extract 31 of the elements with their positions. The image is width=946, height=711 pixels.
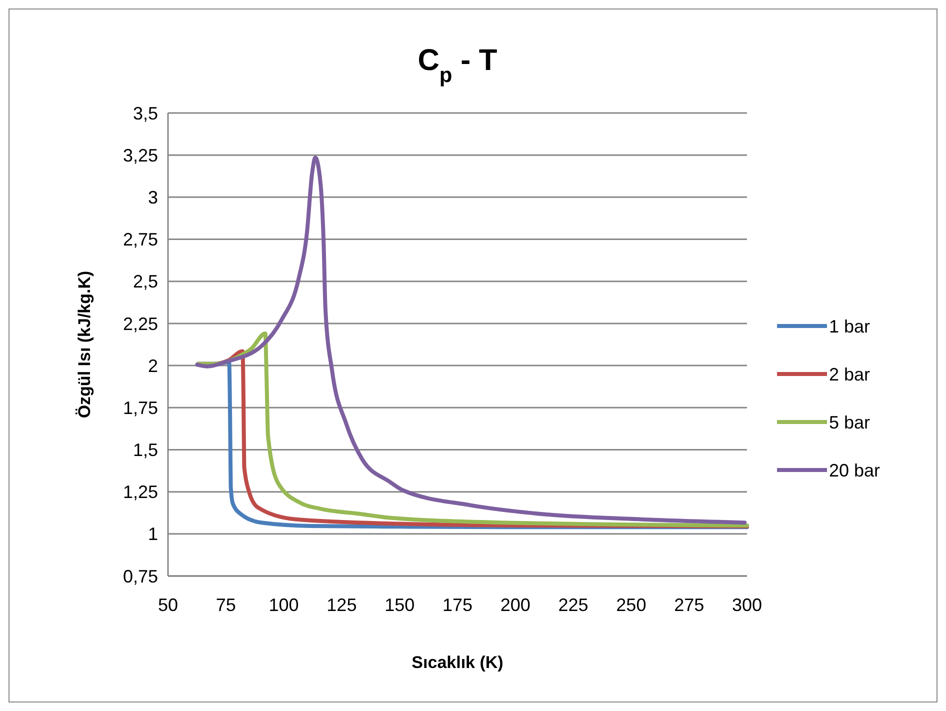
x-tick-label: 150 [384,595,415,615]
y-tick-label: 3,25 [122,145,158,166]
x-tick-label: 125 [326,595,357,615]
y-tick-label: 2,75 [122,230,158,250]
x-tick-label: 275 [674,595,704,615]
x-axis-title: Sıcaklık (K) [412,653,504,672]
x-tick-label: 225 [558,595,588,615]
x-tick-label: 250 [616,595,646,615]
legend-label: 2 bar [829,364,870,384]
y-tick-label: 1 [148,524,158,544]
y-tick-label: 2,5 [132,272,158,292]
y-tick-label: 1,25 [122,482,158,502]
y-tick-label: 2,25 [122,314,158,334]
x-tick-label: 300 [732,595,762,615]
y-axis-title: Özgül Isı (kJ/kg.K) [75,270,94,418]
legend-label: 20 bar [829,460,880,480]
x-tick-label: 100 [268,595,299,615]
y-tick-label: 2 [148,356,158,376]
y-tick-label: 1,75 [122,398,158,418]
x-tick-label: 175 [442,595,473,615]
y-tick-label: 3 [148,187,158,208]
x-tick-label: 75 [216,595,236,615]
legend-label: 1 bar [829,316,870,336]
line-series [195,156,747,525]
legend-label: 5 bar [829,412,870,432]
chart-title: C$_{p}$ - T [418,44,498,86]
y-tick-label: 0,75 [122,566,158,586]
x-tick-label: 50 [158,595,178,615]
y-tick-label: 3,5 [132,103,158,124]
x-tick-label: 200 [500,595,530,615]
y-tick-label: 1,5 [132,440,158,460]
